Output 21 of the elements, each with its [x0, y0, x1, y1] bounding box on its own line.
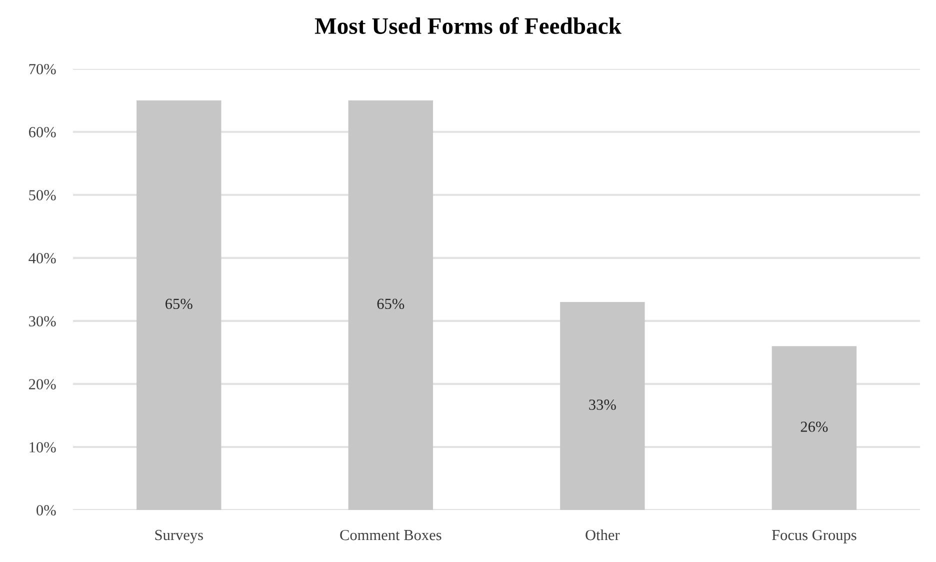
y-tick-label: 70% [29, 64, 56, 74]
y-tick-label: 20% [29, 379, 56, 390]
data-label: 65% [377, 298, 404, 310]
chart-title: Most Used Forms of Feedback [314, 17, 622, 34]
y-tick-label: 10% [30, 442, 56, 452]
data-label: 33% [589, 400, 616, 410]
x-tick-label: Comment Boxes [340, 530, 442, 540]
data-label: 65% [166, 298, 192, 310]
data-label: 26% [800, 422, 828, 432]
y-tick-label: 50% [29, 190, 56, 200]
bar [772, 346, 857, 510]
bar [348, 100, 434, 510]
bar [136, 100, 222, 510]
x-tick-label: Focus Groups [772, 530, 856, 544]
x-tick-label: Other [586, 529, 620, 540]
y-tick-label: 40% [28, 253, 56, 264]
y-tick-label: 30% [29, 316, 56, 326]
y-tick-label: 0% [36, 505, 56, 516]
x-tick-label: Surveys [155, 530, 203, 544]
bar [560, 302, 645, 510]
y-tick-label: 60% [28, 127, 56, 138]
